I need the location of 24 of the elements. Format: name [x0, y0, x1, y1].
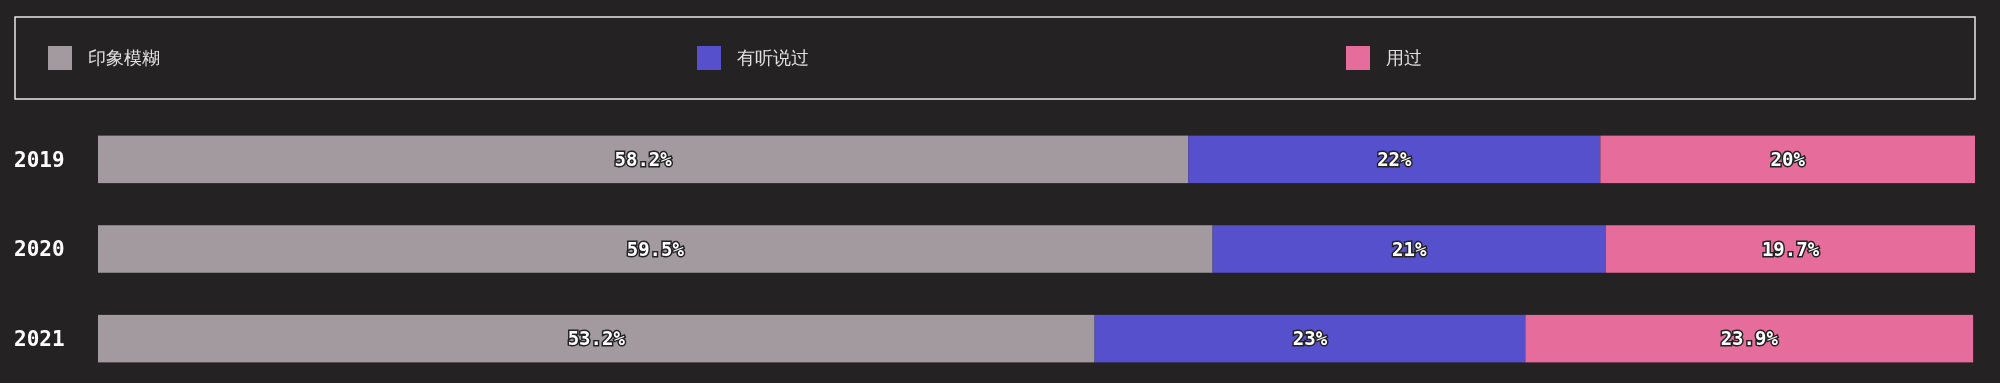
data-label: 53.2% — [567, 327, 626, 350]
bar — [98, 135, 1189, 184]
y-tick-label: 2019 — [14, 147, 65, 172]
bar — [98, 314, 1095, 363]
data-label: 58.2% — [614, 148, 673, 171]
bar — [1212, 225, 1606, 273]
data-label: 59.5% — [626, 237, 685, 260]
bar — [1188, 135, 1601, 184]
data-label: 22% — [1377, 148, 1413, 171]
data-label: 20% — [1770, 148, 1806, 171]
data-label: 23.9% — [1720, 327, 1779, 350]
data-label: 23% — [1292, 327, 1328, 350]
bar — [1525, 314, 1974, 363]
y-tick-label: 2020 — [14, 237, 65, 262]
bar — [1600, 135, 1975, 184]
data-label: 19.7% — [1761, 237, 1820, 260]
legend-label: 用过 — [1386, 47, 1422, 69]
data-label: 21% — [1392, 237, 1427, 260]
bar — [1094, 314, 1526, 363]
bar — [1605, 225, 1975, 273]
bar — [98, 225, 1213, 273]
legend-label: 印象模糊 — [88, 47, 160, 69]
legend-label: 有听说过 — [737, 47, 809, 69]
y-tick-label: 2021 — [14, 326, 65, 351]
